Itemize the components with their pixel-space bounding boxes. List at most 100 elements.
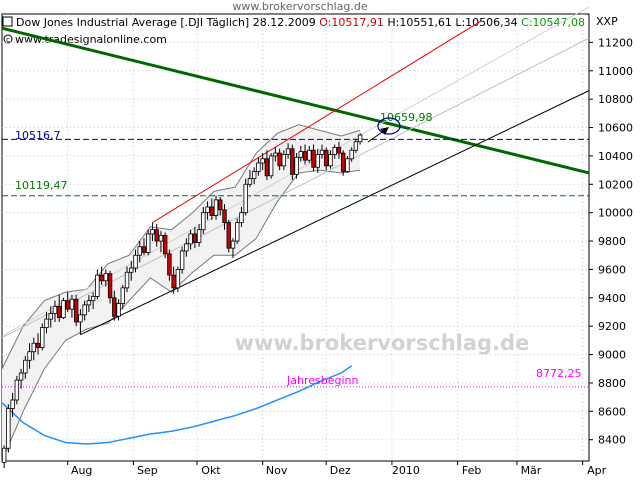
lower-level-label: 10119,47 — [15, 179, 68, 192]
header-close: C:10547,08 — [521, 16, 585, 29]
candle — [23, 355, 28, 379]
candle-body — [311, 149, 316, 168]
candle-body — [315, 154, 320, 168]
candle — [48, 306, 53, 328]
candle-body — [273, 152, 278, 157]
candle — [73, 294, 79, 327]
bollinger-bands — [1, 124, 361, 462]
candle — [332, 144, 337, 159]
candle — [120, 285, 125, 310]
y-tick-label: 10600 — [598, 122, 633, 135]
candle — [162, 232, 168, 259]
candle — [273, 147, 278, 162]
candle — [154, 224, 159, 247]
candle-body — [44, 318, 49, 329]
candle-body — [137, 246, 142, 256]
y-tick-label: 11000 — [598, 65, 633, 78]
bollinger-upper-line — [1, 124, 361, 369]
candle-body — [175, 269, 181, 289]
candle — [353, 138, 359, 154]
candle — [103, 269, 109, 287]
candle-body — [82, 304, 87, 316]
candle — [78, 309, 83, 335]
candle — [171, 266, 176, 294]
candle — [31, 337, 36, 361]
candle-body — [324, 149, 329, 167]
candle-body — [251, 171, 257, 180]
candle — [243, 178, 248, 216]
x-tick-label: 2010 — [392, 464, 420, 477]
x-tick-label: Nov — [266, 464, 288, 477]
year-start-label: Jahresbeginn — [286, 374, 358, 387]
candle-body — [107, 273, 113, 299]
candle — [69, 294, 75, 318]
candle-body — [31, 342, 36, 353]
candle — [90, 292, 96, 310]
y-tick-label: 9000 — [598, 349, 626, 362]
candle — [290, 144, 295, 181]
candle — [285, 143, 291, 159]
candle-body — [353, 141, 359, 151]
x-tick-label: Dez — [330, 464, 351, 477]
candle-body — [294, 156, 299, 175]
candle — [124, 266, 130, 293]
candle-body — [171, 274, 176, 289]
x-tick-label: Mär — [521, 464, 542, 477]
candle-body — [65, 300, 70, 310]
candle-body — [209, 206, 214, 216]
x-tick-label: Sep — [137, 464, 158, 477]
candle-body — [345, 158, 350, 172]
candle-body — [1, 447, 7, 463]
candle — [328, 150, 333, 169]
candle — [146, 229, 151, 256]
candle-body — [103, 273, 109, 282]
x-tick-label: Aug — [71, 464, 92, 477]
candle-body — [340, 152, 346, 172]
candle-body — [141, 246, 147, 253]
candle-body — [307, 149, 312, 161]
trendline-long-term-downtrend — [1, 26, 590, 175]
candle-body — [179, 250, 185, 270]
candle-body — [277, 152, 282, 167]
trendline-long-term-support — [1, 37, 590, 338]
candle — [345, 155, 350, 173]
bollinger-lower-line — [1, 169, 361, 462]
moving-average-line — [1, 365, 353, 445]
candle — [65, 292, 70, 312]
svg-text:c: c — [6, 36, 10, 44]
x-tick-label: Feb — [462, 464, 481, 477]
candle — [6, 404, 11, 453]
bollinger-fill — [2, 124, 361, 461]
candle — [230, 238, 236, 259]
candle — [264, 150, 270, 181]
candle-body — [124, 271, 130, 289]
candle-body — [230, 240, 236, 249]
moving-average — [1, 365, 353, 445]
candle-body — [90, 295, 96, 302]
candle — [179, 246, 185, 274]
candle — [1, 445, 7, 469]
candle — [18, 368, 24, 389]
square-outline-icon[interactable] — [2, 16, 13, 27]
candle — [311, 144, 316, 172]
candle — [137, 241, 142, 263]
candle-body — [86, 300, 92, 306]
y-tick-label: 10800 — [598, 93, 633, 106]
chart-header: Dow Jones Industrial Average [.DJI Tägli… — [16, 16, 585, 29]
candle — [107, 270, 113, 304]
candle — [40, 323, 45, 351]
candle-body — [357, 134, 363, 143]
trendline-channel-lower — [80, 90, 590, 336]
source-url: www.tradesignalonline.com — [15, 33, 167, 46]
candle — [277, 148, 282, 171]
y-axis-unit: XXP — [596, 15, 618, 28]
candle — [205, 201, 210, 220]
candle-body — [332, 146, 337, 155]
header-title: Dow Jones Industrial Average [.DJI Tägli… — [16, 16, 319, 29]
candle — [52, 300, 58, 322]
candle-body — [129, 267, 134, 273]
candle-body — [133, 254, 138, 269]
candle-body — [222, 209, 227, 223]
candle-body — [184, 243, 189, 252]
